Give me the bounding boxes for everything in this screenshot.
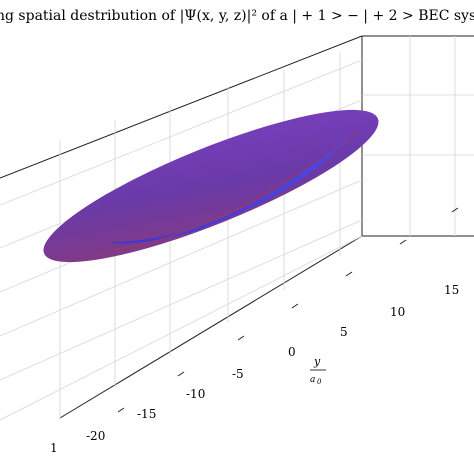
grid-lines [0, 36, 474, 421]
chart-title: ng spatial destribution of |Ψ(x, y, z)|²… [0, 8, 474, 24]
y-tick-labels: -20 -15 -10 -5 0 5 10 15 [86, 283, 459, 443]
y-tick-label: 15 [444, 283, 459, 297]
series-outer-surface [43, 109, 379, 263]
surface-rim [96, 129, 361, 254]
y-tick-label: -5 [232, 367, 244, 381]
svg-text:0: 0 [317, 378, 322, 386]
y-axis-label: y a 0 [310, 355, 326, 386]
y-tick-label: 10 [390, 305, 405, 319]
y-tick-label: -15 [137, 407, 156, 421]
y-tick-label: 5 [340, 325, 348, 339]
svg-text:y: y [313, 355, 321, 368]
surface-group [43, 109, 379, 263]
y-tick-label: -20 [86, 429, 105, 443]
y-axis-tick-marks [117, 207, 459, 413]
svg-text:a: a [310, 375, 315, 385]
y-tick-label: 0 [288, 345, 296, 359]
bottom-left-edge [59, 235, 363, 419]
x-tick-label: 1 [50, 441, 58, 455]
y-tick-label: -10 [186, 387, 205, 401]
